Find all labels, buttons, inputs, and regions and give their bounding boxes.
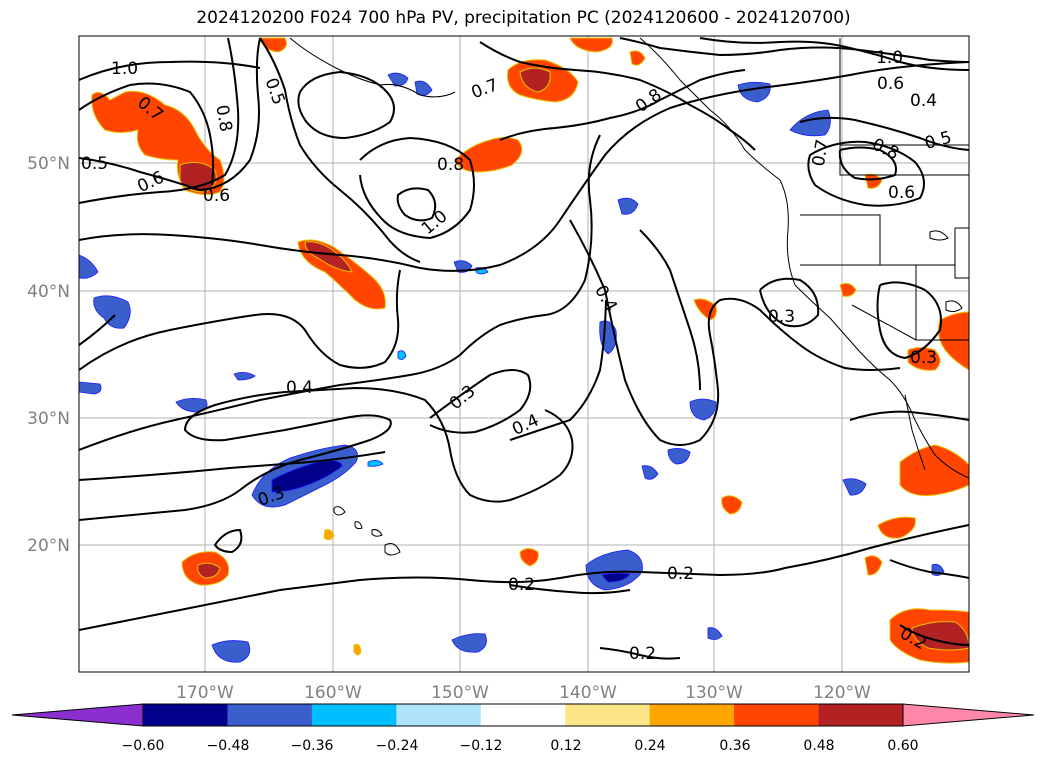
contour-label: 0.2 — [629, 644, 656, 664]
precip-blob — [864, 555, 883, 576]
lon-label: 150°W — [431, 683, 489, 703]
colorbar-cell — [480, 704, 566, 726]
colorbar-cell — [396, 704, 482, 726]
precip-blob — [211, 640, 251, 663]
precip-blob — [641, 465, 659, 480]
coastlines — [289, 37, 969, 556]
contour-label: 0.5 — [81, 154, 108, 174]
precip-blob — [519, 67, 551, 93]
colorbar-cell — [565, 704, 651, 726]
colorbar-ticks: −0.60 −0.48 −0.36 −0.24 −0.12 0.12 0.24 … — [122, 738, 919, 754]
colorbar-tick-label: −0.60 — [122, 738, 165, 754]
precip-blob — [259, 37, 287, 53]
precip-blob — [271, 460, 343, 493]
contour-label: 1.0 — [111, 59, 138, 79]
contour-label: 1.0 — [876, 48, 903, 68]
colorbar-outline — [142, 703, 904, 727]
lat-label: 40°N — [27, 282, 70, 302]
contour-label: 0.4 — [286, 378, 313, 398]
precip-blob — [397, 350, 407, 360]
colorbar-tick-label: 0.12 — [550, 738, 581, 754]
lon-label: 140°W — [559, 683, 617, 703]
contour-label: 0.6 — [203, 186, 230, 206]
precip-blob — [79, 381, 102, 395]
precip-blob — [353, 643, 362, 656]
precip-blob — [367, 460, 384, 467]
colorbar-tick-label: −0.24 — [376, 738, 419, 754]
colorbar-cell — [143, 704, 228, 726]
contour-label: 0.6 — [877, 74, 904, 94]
colorbar-extend-max — [903, 704, 1034, 726]
contour-label: 0.8 — [211, 103, 235, 133]
lat-labels: 50°N 40°N 30°N 20°N — [27, 154, 70, 556]
precip-blob — [233, 372, 256, 381]
precip-blob — [629, 50, 646, 66]
precip-blob — [569, 37, 613, 53]
precip-blob — [197, 562, 221, 579]
precip-blob — [667, 448, 691, 465]
colorbar-cell — [311, 704, 397, 726]
contour-label: 0.6 — [888, 183, 915, 203]
lon-labels: 170°W 160°W 150°W 140°W 130°W 120°W — [176, 683, 871, 703]
precip-blob — [877, 516, 916, 539]
lat-label: 20°N — [27, 536, 70, 556]
map-title: 2024120200 F024 700 hPa PV, precipitatio… — [196, 8, 851, 28]
contour-label: 0.8 — [437, 155, 464, 175]
contour-label: 0.3 — [768, 307, 795, 327]
precip-blob — [707, 627, 723, 640]
precip-blob — [79, 254, 99, 279]
precip-blob — [842, 478, 867, 496]
precip-blob — [601, 572, 631, 583]
precip-blob — [617, 197, 639, 215]
lon-label: 170°W — [176, 683, 234, 703]
precip-blob — [519, 548, 539, 567]
colorbar-cell — [649, 704, 735, 726]
colorbar-tick-label: 0.36 — [719, 738, 750, 754]
colorbar-tick-label: −0.36 — [291, 738, 334, 754]
colorbar-cell — [734, 704, 820, 726]
precip-blob — [911, 621, 969, 651]
colorbar-tick-label: −0.12 — [460, 738, 503, 754]
precip-blob — [451, 633, 487, 653]
precip-blob — [93, 295, 131, 329]
precip-blob — [789, 109, 831, 137]
precip-blob — [179, 161, 217, 193]
precip-blob — [937, 311, 969, 371]
colorbar-tick-label: 0.60 — [887, 738, 918, 754]
contour-label: 0.3 — [910, 348, 937, 368]
precip-blob — [839, 282, 857, 297]
colorbar-cell — [818, 704, 904, 726]
precip-blob — [899, 444, 969, 496]
contour-label: 0.7 — [809, 138, 833, 168]
lat-label: 30°N — [27, 409, 70, 429]
precip-blob — [864, 173, 883, 189]
contour-label: 0.4 — [910, 91, 937, 111]
colorbar-tick-label: 0.48 — [803, 738, 834, 754]
colorbar: −0.60 −0.48 −0.36 −0.24 −0.12 0.12 0.24 … — [11, 703, 1035, 754]
lon-label: 130°W — [685, 683, 743, 703]
pv-contours — [79, 37, 969, 660]
colorbar-cell — [227, 704, 313, 726]
colorbar-tick-label: 0.24 — [634, 738, 665, 754]
lon-label: 120°W — [813, 683, 871, 703]
colorbar-tick-label: −0.48 — [207, 738, 250, 754]
precip-blob — [721, 495, 743, 515]
precip-blob — [689, 398, 717, 421]
lon-label: 160°W — [304, 683, 362, 703]
contour-label: 0.2 — [508, 575, 535, 595]
precip-blob — [323, 529, 335, 541]
colorbar-cells — [12, 704, 1034, 726]
map-frame — [78, 35, 970, 673]
precip-blob — [304, 241, 353, 273]
lat-label: 50°N — [27, 154, 70, 174]
precip-shading — [79, 37, 969, 664]
contour-label: 0.2 — [667, 564, 694, 584]
colorbar-extend-min — [12, 704, 143, 726]
